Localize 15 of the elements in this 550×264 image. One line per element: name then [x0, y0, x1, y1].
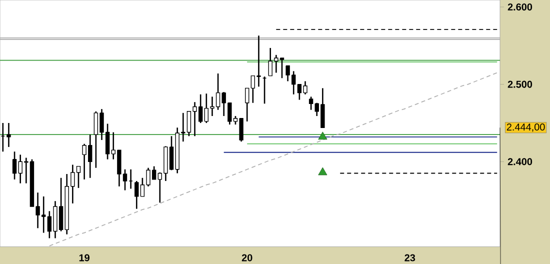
candlestick — [268, 47, 272, 76]
candlestick — [12, 150, 17, 180]
candlestick — [308, 96, 314, 110]
candlestick — [245, 88, 250, 122]
candlestick — [134, 180, 139, 210]
text: 2.444,00 — [506, 124, 545, 132]
y-tick-label: 2.600 — [508, 3, 532, 10]
candlestick — [105, 123, 110, 160]
x-tick-label: 19 — [79, 254, 90, 262]
y-tick-label: 2.500 — [508, 80, 532, 88]
x-tick-label: 23 — [404, 254, 416, 262]
x-tick-label: 20 — [242, 254, 252, 262]
candlestick — [228, 102, 232, 126]
candlestick — [6, 122, 11, 148]
y-tick-label: 2.400 — [508, 158, 532, 166]
